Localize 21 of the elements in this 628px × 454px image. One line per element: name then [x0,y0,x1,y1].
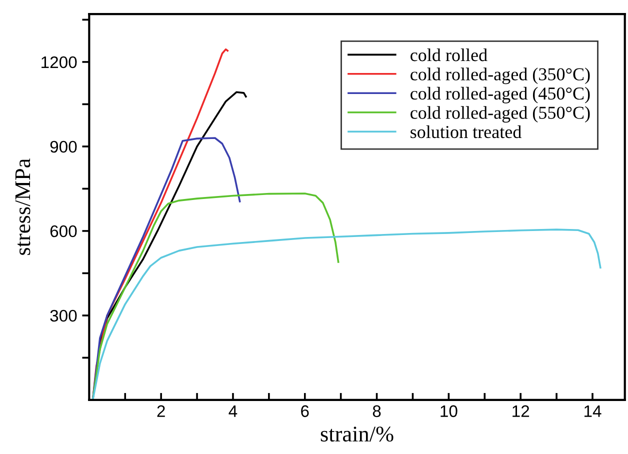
legend-label: solution treated [410,125,522,138]
x-tick-label: 10 [440,405,458,418]
x-tick-label: 8 [372,405,381,418]
x-tick-label: 14 [584,405,602,417]
line-series [92,228,602,400]
y-tick-label: 600 [50,225,77,238]
y-tick-label: 900 [50,140,77,153]
legend-label: cold rolled-aged (350°C) [410,68,590,84]
y-tick-label: 300 [50,310,77,322]
line-series [92,192,340,400]
x-tick-label: 12 [512,405,530,417]
line-series [92,137,241,400]
legend-label: cold rolled [410,48,488,62]
y-tick-label: 1200 [42,56,77,68]
x-tick-label: 4 [228,405,238,417]
legend-label: cold rolled-aged (550°C) [410,106,590,123]
x-tick-label: 6 [301,405,309,418]
legend-label: cold rolled-aged (450°C) [410,86,590,104]
y-axis-title: stress/MPa [15,158,30,255]
x-axis-title: strain/% [320,426,394,442]
x-tick-label: 2 [157,405,165,417]
